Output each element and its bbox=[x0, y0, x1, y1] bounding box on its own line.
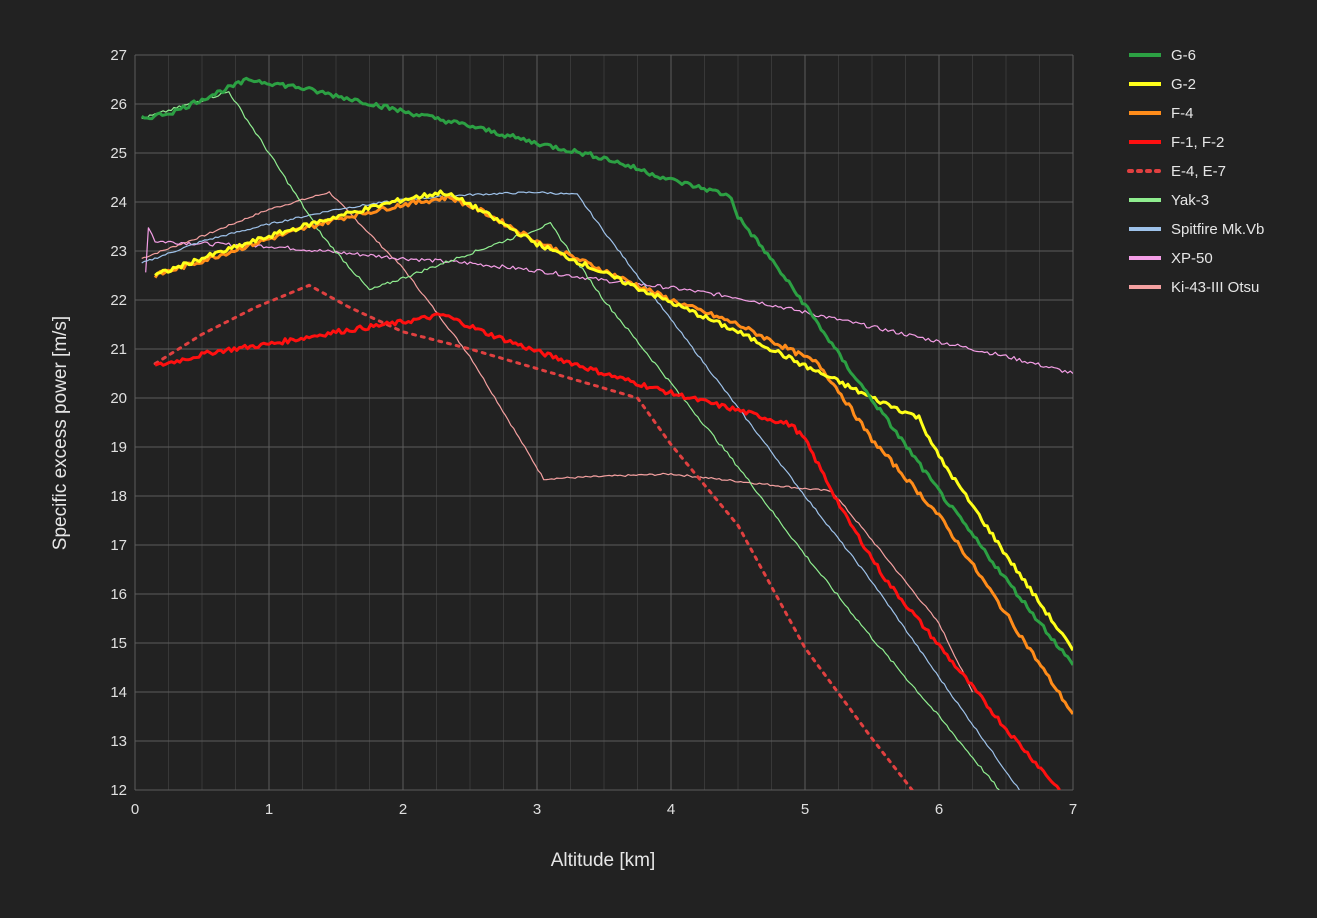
legend-label: XP-50 bbox=[1171, 250, 1213, 267]
series-line-spitfire-mk-vb bbox=[141, 191, 1020, 790]
y-tick-label: 19 bbox=[110, 439, 127, 456]
series-line-g-6 bbox=[140, 76, 1073, 666]
x-tick-label: 7 bbox=[1069, 801, 1077, 818]
legend-label: F-4 bbox=[1171, 105, 1194, 122]
minor-gridlines bbox=[168, 55, 1040, 790]
series-line-f-1-f-2 bbox=[154, 312, 1061, 790]
x-tick-labels: 0 1 2 3 4 5 6 7 bbox=[131, 801, 1077, 818]
series-line-g-2 bbox=[154, 189, 1073, 652]
x-tick-label: 0 bbox=[131, 801, 139, 818]
y-tick-label: 24 bbox=[110, 194, 127, 211]
y-tick-label: 26 bbox=[110, 96, 127, 113]
legend-label: Spitfire Mk.Vb bbox=[1171, 221, 1264, 238]
legend-label: G-6 bbox=[1171, 47, 1196, 64]
y-tick-label: 17 bbox=[110, 537, 127, 554]
series-line-yak-3 bbox=[141, 91, 1000, 790]
y-tick-label: 20 bbox=[110, 390, 127, 407]
x-axis-title: Altitude [km] bbox=[551, 850, 656, 871]
legend-label: Ki-43-III Otsu bbox=[1171, 279, 1259, 296]
y-tick-label: 16 bbox=[110, 586, 127, 603]
x-tick-label: 1 bbox=[265, 801, 273, 818]
series-lines bbox=[140, 76, 1073, 790]
y-tick-label: 13 bbox=[110, 733, 127, 750]
x-tick-label: 3 bbox=[533, 801, 541, 818]
y-tick-label: 18 bbox=[110, 488, 127, 505]
y-tick-label: 22 bbox=[110, 292, 127, 309]
y-tick-label: 14 bbox=[110, 684, 127, 701]
major-gridlines bbox=[134, 54, 1074, 791]
x-tick-label: 6 bbox=[935, 801, 943, 818]
series-line-e-4-e-7 bbox=[153, 283, 914, 790]
y-axis-title: Specific excess power [m/s] bbox=[50, 316, 71, 550]
y-tick-label: 15 bbox=[110, 635, 127, 652]
x-tick-label: 4 bbox=[667, 801, 675, 818]
x-tick-label: 2 bbox=[399, 801, 407, 818]
y-tick-label: 25 bbox=[110, 145, 127, 162]
legend-label: Yak-3 bbox=[1171, 192, 1209, 209]
legend-label: G-2 bbox=[1171, 76, 1196, 93]
series-line-xp-50 bbox=[145, 227, 1073, 374]
y-tick-label: 23 bbox=[110, 243, 127, 260]
legend-label: F-1, F-2 bbox=[1171, 134, 1224, 151]
y-tick-label: 27 bbox=[110, 47, 127, 64]
legend: G-6 G-2 F-4 F-1, F-2 E-4, E-7 Yak-3 Spitfire M… bbox=[1127, 47, 1264, 296]
y-tick-label: 21 bbox=[110, 341, 127, 358]
y-tick-label: 12 bbox=[110, 782, 127, 799]
y-tick-labels: 12 13 14 15 16 17 18 19 20 21 22 23 24 25 26 27 bbox=[110, 47, 127, 799]
x-tick-label: 5 bbox=[801, 801, 809, 818]
legend-label: E-4, E-7 bbox=[1171, 163, 1226, 180]
